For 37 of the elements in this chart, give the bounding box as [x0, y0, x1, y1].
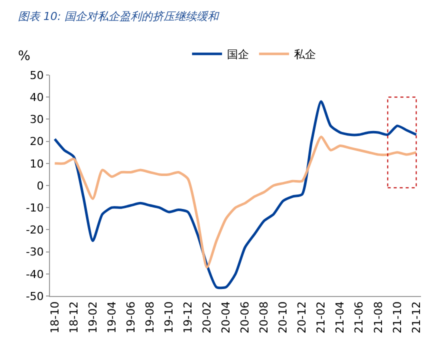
x-tick-label: 20-08 [258, 301, 271, 334]
x-tick-label: 20-04 [220, 301, 233, 334]
legend-label: 国企 [227, 48, 250, 62]
x-tick-label: 19-12 [182, 301, 195, 334]
y-tick-label: -30 [26, 246, 44, 259]
x-tick-label: 18-10 [48, 301, 62, 334]
y-tick-label: 40 [30, 90, 44, 104]
y-tick-label: -10 [26, 201, 44, 214]
y-tick-label: -40 [26, 268, 44, 281]
x-tick-label: 19-02 [86, 301, 100, 334]
line-series [54, 136, 418, 269]
y-tick-label: 0 [36, 179, 44, 192]
x-tick-label: 19-08 [143, 301, 156, 334]
x-tick-label: 18-12 [67, 301, 80, 334]
x-tick-label: 21-12 [410, 301, 423, 334]
x-tick-label: 21-06 [352, 301, 366, 334]
y-axis-title: % [18, 49, 30, 64]
x-tick-label: 21-04 [334, 301, 347, 334]
x-tick-label: 21-08 [372, 301, 385, 334]
x-tick-label: 19-06 [124, 301, 138, 334]
legend-label: 私企 [294, 48, 316, 62]
line-series [54, 100, 418, 289]
x-tick-label: 20-10 [276, 301, 290, 334]
y-tick-label: 50 [30, 68, 44, 82]
x-tick-label: 19-10 [162, 301, 176, 334]
chart-title: 图表 10: 国企对私企盈利的挤压继续缓和 [18, 10, 220, 23]
x-tick-label: 20-12 [296, 301, 309, 334]
y-tick-label: 10 [30, 157, 44, 170]
x-tick-label: 20-06 [238, 301, 252, 334]
x-tick-label: 19-04 [105, 301, 118, 334]
y-tick-label: -20 [26, 224, 44, 237]
x-tick-label: 20-02 [200, 301, 214, 334]
x-tick-label: 21-02 [314, 301, 328, 334]
y-tick-label: -50 [26, 290, 44, 303]
y-tick-label: 20 [30, 135, 44, 148]
y-tick-label: 30 [30, 113, 44, 126]
x-tick-label: 21-10 [390, 301, 404, 334]
